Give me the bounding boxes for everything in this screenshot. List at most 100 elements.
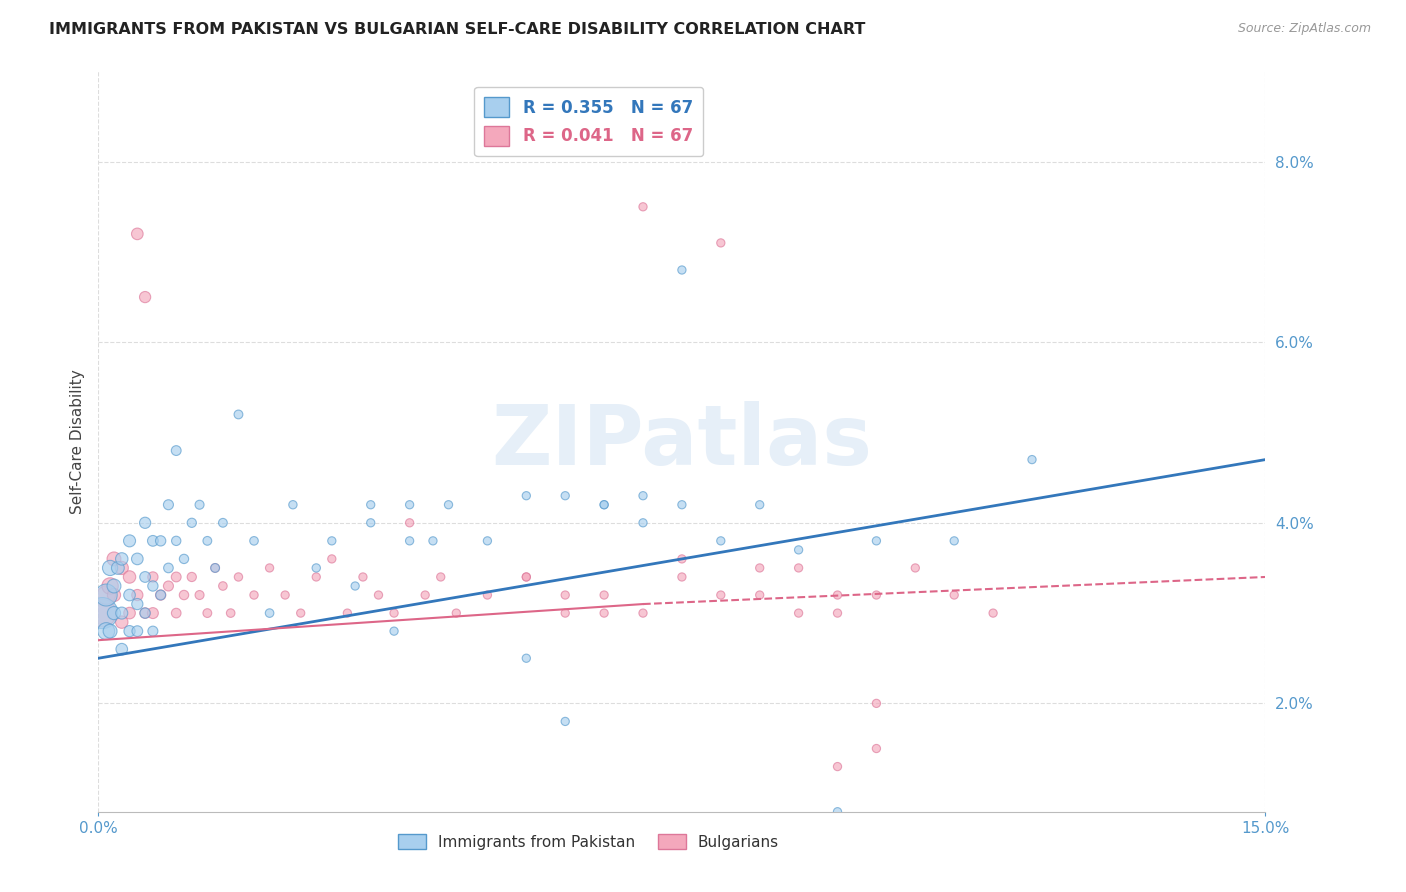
Point [748, 588, 770, 602]
Point [865, 741, 887, 756]
Point [554, 714, 576, 729]
Point [103, 552, 125, 566]
Point [142, 624, 165, 639]
Point [142, 533, 165, 548]
Y-axis label: Self-Care Disability: Self-Care Disability [69, 369, 84, 514]
Point [305, 570, 328, 584]
Point [103, 588, 125, 602]
Point [165, 443, 187, 458]
Point [382, 606, 405, 620]
Point [515, 651, 537, 665]
Point [149, 588, 172, 602]
Point [515, 570, 537, 584]
Point [671, 570, 693, 584]
Point [165, 570, 187, 584]
Point [943, 588, 966, 602]
Point [429, 570, 451, 584]
Point [165, 606, 187, 620]
Point [243, 588, 266, 602]
Point [180, 570, 202, 584]
Point [344, 579, 367, 593]
Point [118, 624, 141, 639]
Point [212, 579, 235, 593]
Point [228, 408, 250, 422]
Point [593, 498, 616, 512]
Point [554, 588, 576, 602]
Point [118, 533, 141, 548]
Point [748, 561, 770, 575]
Point [671, 552, 693, 566]
Point [787, 561, 810, 575]
Point [219, 606, 242, 620]
Point [671, 263, 693, 277]
Point [554, 606, 576, 620]
Point [142, 579, 165, 593]
Point [107, 561, 129, 575]
Point [336, 606, 359, 620]
Point [290, 606, 312, 620]
Point [111, 606, 134, 620]
Point [827, 759, 849, 773]
Point [243, 533, 266, 548]
Point [281, 498, 304, 512]
Point [593, 606, 616, 620]
Point [212, 516, 235, 530]
Point [195, 533, 218, 548]
Point [127, 552, 149, 566]
Point [446, 606, 468, 620]
Point [631, 516, 654, 530]
Point [981, 606, 1004, 620]
Point [593, 498, 616, 512]
Legend: Immigrants from Pakistan, Bulgarians: Immigrants from Pakistan, Bulgarians [392, 828, 785, 856]
Point [274, 588, 297, 602]
Point [259, 561, 281, 575]
Point [710, 533, 733, 548]
Point [671, 498, 693, 512]
Point [165, 533, 187, 548]
Point [127, 597, 149, 611]
Point [710, 588, 733, 602]
Point [188, 588, 211, 602]
Point [134, 290, 156, 304]
Point [398, 516, 420, 530]
Point [157, 561, 180, 575]
Point [142, 570, 165, 584]
Point [398, 498, 420, 512]
Point [111, 642, 134, 657]
Point [118, 588, 141, 602]
Point [118, 606, 141, 620]
Text: ZIPatlas: ZIPatlas [492, 401, 872, 482]
Point [91, 606, 114, 620]
Point [98, 561, 121, 575]
Point [1021, 452, 1043, 467]
Point [149, 588, 172, 602]
Point [865, 588, 887, 602]
Point [367, 588, 389, 602]
Point [173, 552, 195, 566]
Point [515, 489, 537, 503]
Point [96, 588, 118, 602]
Point [631, 606, 654, 620]
Point [305, 561, 328, 575]
Point [96, 588, 118, 602]
Point [103, 579, 125, 593]
Point [134, 570, 156, 584]
Point [127, 588, 149, 602]
Point [360, 516, 382, 530]
Point [413, 588, 436, 602]
Point [748, 498, 770, 512]
Point [593, 588, 616, 602]
Point [118, 570, 141, 584]
Point [127, 624, 149, 639]
Point [228, 570, 250, 584]
Point [477, 533, 499, 548]
Point [173, 588, 195, 602]
Point [98, 624, 121, 639]
Point [134, 516, 156, 530]
Point [111, 615, 134, 629]
Point [437, 498, 460, 512]
Point [827, 588, 849, 602]
Point [157, 498, 180, 512]
Point [91, 606, 114, 620]
Point [422, 533, 444, 548]
